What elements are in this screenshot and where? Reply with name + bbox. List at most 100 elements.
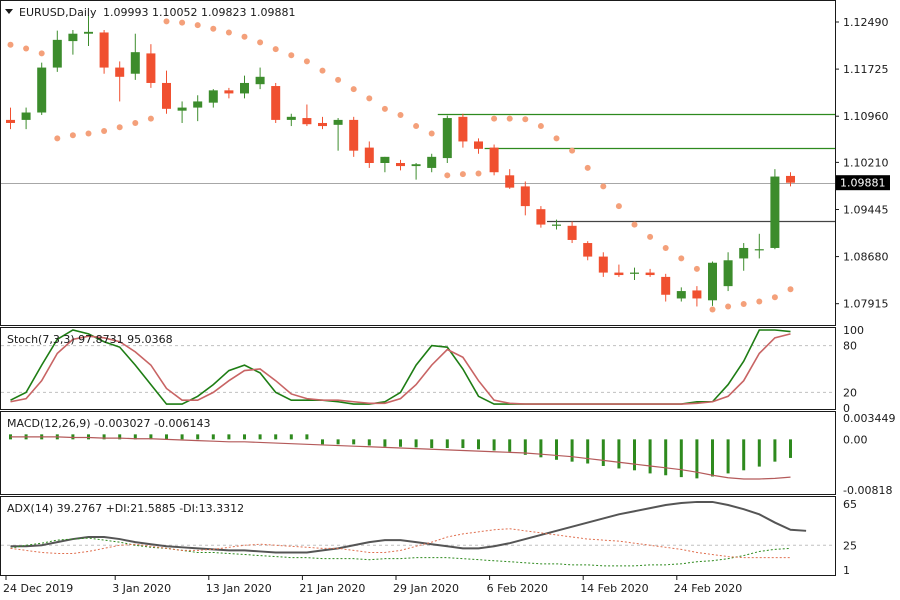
candlesticks — [6, 15, 795, 307]
price-axis-label: 1.11725 — [843, 63, 889, 76]
macd-bar — [149, 434, 153, 440]
candle-body — [645, 272, 655, 276]
adx-minus-di-line — [10, 528, 791, 559]
macd-bar — [211, 434, 215, 440]
macd-bar — [258, 434, 262, 440]
candle-body — [536, 209, 546, 225]
sar-dot — [459, 171, 466, 178]
adx-plusminus-di-line — [10, 537, 791, 567]
sar-dot — [147, 115, 154, 122]
macd-bar — [617, 439, 621, 469]
sar-dot — [335, 76, 342, 83]
symbol-dropdown-icon[interactable] — [5, 9, 13, 14]
sar-dot — [491, 115, 498, 122]
candle-body — [505, 175, 515, 188]
candle-body — [583, 243, 593, 257]
candle-body — [208, 90, 218, 103]
candle-body — [37, 67, 47, 113]
macd-bar — [336, 439, 340, 445]
candle-body — [442, 118, 452, 159]
price-axis-label: 1.10960 — [843, 110, 889, 123]
sar-dot — [69, 132, 76, 139]
candle-body — [162, 82, 171, 109]
macd-bar — [477, 439, 480, 450]
macd-bar — [321, 439, 324, 445]
candle-body — [84, 31, 93, 34]
macd-axis-label: 0.003449 — [843, 412, 896, 425]
macd-bar — [274, 434, 278, 440]
sar-dot — [23, 45, 30, 52]
macd-bar — [539, 439, 543, 458]
sar-dot — [179, 19, 186, 26]
adx-panel-frame — [0, 496, 836, 576]
candle-body — [520, 186, 530, 207]
candle-body — [739, 247, 749, 259]
current-price-tag-bg — [836, 175, 890, 191]
macd-bar — [648, 439, 652, 474]
macd-bar — [711, 439, 714, 477]
candle-body — [614, 272, 624, 276]
sar-dot — [475, 170, 482, 177]
macd-bar — [180, 434, 184, 440]
stoch-header: Stoch(7,3,3) 97.8731 95.0368 — [7, 333, 173, 346]
adx-ADX-line — [10, 500, 807, 554]
candle-body — [676, 291, 686, 299]
price-axis-label: 1.10210 — [843, 156, 889, 169]
sar-dot — [725, 303, 732, 310]
macd-bar — [352, 439, 356, 445]
candle-body — [754, 249, 764, 251]
macd-panel-frame — [0, 411, 836, 495]
stoch-signal-line — [10, 333, 791, 405]
sar-dot — [693, 265, 700, 272]
panel-frames — [0, 0, 836, 576]
candle-body — [68, 33, 78, 42]
macd-bar — [305, 434, 309, 440]
macd-bar — [555, 439, 558, 460]
sar-dot — [428, 130, 435, 137]
macd-bar — [633, 439, 636, 471]
price-axis-label: 1.08680 — [843, 251, 889, 264]
macd-bar — [445, 439, 449, 449]
main-panel-frame — [0, 0, 836, 326]
sar-dot — [647, 233, 654, 240]
macd-bar — [430, 439, 434, 449]
candle-body — [723, 260, 733, 287]
adx-axis-label: 1 — [843, 564, 850, 577]
candle-body — [396, 163, 405, 167]
candle-body — [380, 156, 390, 163]
sar-dot — [319, 67, 326, 74]
sar-dot — [194, 22, 201, 29]
stoch-axis-label: 0 — [843, 402, 850, 415]
main-horizontal-levels — [1, 113, 835, 223]
sar-dot — [132, 119, 139, 126]
time-axis-label: 24 Feb 2020 — [674, 582, 742, 595]
sar-dot — [210, 25, 217, 32]
candle-body — [552, 224, 561, 226]
time-axis: 24 Dec 2019 3 Jan 2020 13 Jan 2020 21 Jan 2… — [3, 576, 742, 595]
time-axis-label: 13 Jan 2020 — [206, 582, 272, 595]
candle-body — [52, 39, 62, 68]
sar-dot — [444, 172, 451, 179]
parabolic-sar-dots — [7, 18, 794, 313]
candle-body — [146, 53, 156, 83]
stoch-axis: 100 80 20 0 — [843, 324, 864, 415]
macd-axis-label: -0.00818 — [843, 484, 892, 497]
candle-body — [489, 147, 499, 173]
sar-dot — [288, 52, 295, 59]
current-price-label: 1.09881 — [840, 177, 886, 190]
sar-dot — [366, 95, 373, 102]
candle-body — [271, 86, 281, 120]
sar-dot — [709, 306, 716, 313]
candle-body — [240, 82, 249, 94]
macd-bar — [383, 439, 387, 447]
macd-bar — [118, 434, 122, 440]
macd-bar — [87, 434, 90, 440]
candle-body — [21, 112, 31, 120]
sar-dot — [85, 130, 92, 137]
macd-bar — [461, 439, 465, 449]
sar-dot — [678, 255, 685, 262]
time-axis-label: 29 Jan 2020 — [393, 582, 459, 595]
candle-body — [177, 107, 187, 111]
macd-bar — [586, 439, 590, 464]
